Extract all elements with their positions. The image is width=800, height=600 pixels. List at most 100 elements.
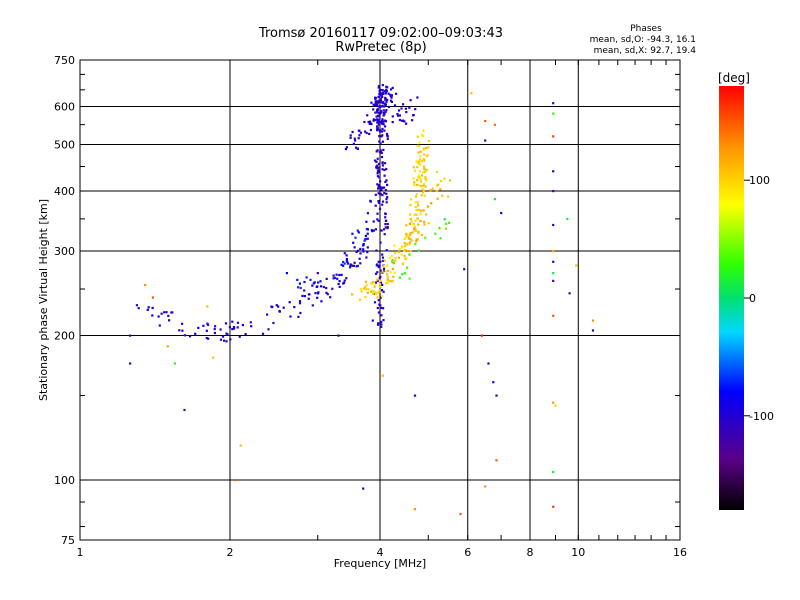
data-point [194,332,197,335]
data-point [411,119,414,122]
data-point [419,212,422,215]
data-point [278,310,281,313]
data-point [459,512,462,516]
data-point [414,219,417,222]
data-point [151,306,154,309]
x-tick-labels: 1 2 4 6 8 10 16 [77,546,688,559]
data-point [359,288,362,291]
data-point [446,195,450,198]
data-point [378,140,381,143]
data-point [463,268,466,271]
data-point [427,140,431,143]
data-point [385,192,388,195]
data-point [379,192,382,195]
data-point [364,130,367,133]
data-point [403,249,406,252]
data-point [408,106,411,109]
data-point [381,374,384,377]
data-point [426,205,430,208]
data-point [416,179,419,182]
data-point [332,274,335,277]
data-point [250,325,253,328]
data-point [384,92,387,95]
data-point [346,260,349,263]
data-point [425,147,428,150]
data-point [424,185,427,188]
data-point [372,220,375,223]
data-point [403,272,406,275]
data-point [378,207,382,210]
data-point [135,304,138,307]
data-point [325,291,328,294]
data-point [379,112,382,115]
data-point [448,179,452,182]
data-point [151,314,154,317]
data-point [332,277,335,280]
data-point [417,176,420,179]
data-point [384,110,387,113]
x-tick-label: 6 [464,546,471,559]
data-point [412,114,415,117]
data-point [377,166,380,169]
data-point [309,278,312,281]
data-point [366,237,369,240]
data-point [378,135,381,138]
data-point [393,244,396,247]
data-point [391,86,394,89]
data-point [418,158,421,161]
data-point [293,306,296,309]
data-point [552,223,555,227]
data-point [423,167,426,170]
data-point [423,153,426,156]
data-point [390,280,393,283]
data-point [374,193,377,196]
data-point [414,195,417,198]
data-point [383,129,386,132]
data-point [380,289,384,292]
data-point [421,133,424,136]
data-point [420,185,423,188]
data-point [552,112,555,115]
data-point [443,218,446,221]
data-point [426,154,429,157]
data-point [369,120,372,123]
data-point [378,90,381,93]
colorbar-tick-label: 0 [749,292,756,305]
data-point [493,198,496,201]
data-point [360,290,363,293]
data-point [374,281,378,284]
data-point [369,290,373,293]
data-point [396,114,400,117]
data-point [181,322,184,325]
data-point [381,200,385,203]
data-point [381,256,384,259]
data-point [314,292,317,295]
data-point [392,262,395,265]
data-point [422,184,425,187]
data-point [331,287,334,290]
colorbar-tick-label: -100 [749,410,774,423]
data-point [370,282,373,285]
data-point [373,301,377,304]
data-point [183,408,186,412]
data-point [386,183,389,186]
data-point [238,335,241,338]
data-point [418,176,421,179]
data-point [381,127,384,131]
data-point [386,276,389,279]
data-point [493,123,496,126]
data-point [317,281,320,284]
data-point [381,134,384,137]
data-point [374,272,378,275]
data-point [425,213,428,216]
data-point [379,260,382,263]
data-point [500,212,503,215]
data-point [384,125,387,128]
data-point [316,272,319,275]
data-point [386,137,389,140]
data-point [434,232,437,235]
data-point [390,254,393,257]
data-point [354,146,358,149]
data-points [129,84,595,516]
